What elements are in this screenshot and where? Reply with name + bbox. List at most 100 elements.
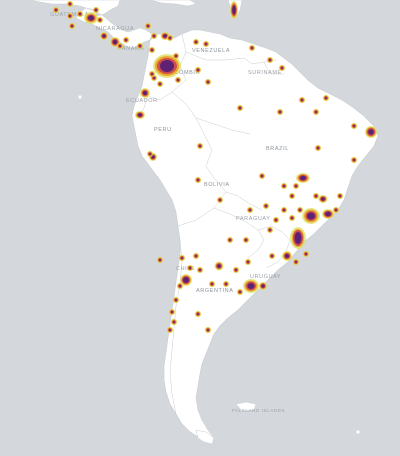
heat-point: [236, 104, 244, 112]
heat-cluster: [84, 12, 98, 24]
land-galapagos: [78, 95, 82, 99]
label-venezuela: VENEZUELA: [192, 48, 230, 54]
heat-cluster: [214, 261, 224, 271]
heat-cluster: [296, 173, 310, 183]
heat-point: [292, 182, 300, 190]
heat-point: [272, 216, 280, 224]
heat-point: [136, 42, 144, 50]
heat-cluster: [259, 282, 267, 290]
label-paraguay: PARAGUAY: [236, 216, 271, 222]
heat-point: [280, 182, 288, 190]
heat-point: [172, 52, 180, 60]
heat-point: [172, 296, 180, 304]
land-south-america: [131, 29, 379, 443]
land-caribbean-islands: [149, 0, 197, 7]
heat-point: [226, 236, 234, 244]
label-peru: PERU: [154, 127, 172, 133]
heatmap-layer: [52, 0, 377, 334]
heat-cluster: [153, 54, 181, 78]
label-colombia: COLOMBIA: [166, 70, 200, 76]
heat-point: [144, 22, 152, 30]
heat-point: [350, 122, 358, 130]
label-chile: CHILE: [176, 266, 195, 272]
heat-point: [194, 176, 202, 184]
label-uruguay: URUGUAY: [250, 274, 281, 280]
heat-point: [336, 192, 344, 200]
heat-point: [222, 280, 230, 288]
heat-point: [150, 32, 158, 40]
heat-cluster: [149, 153, 157, 161]
heat-cluster: [180, 274, 192, 286]
heat-point: [244, 258, 252, 266]
heat-cluster: [322, 209, 334, 219]
heat-point: [156, 256, 164, 264]
heat-point: [176, 282, 184, 290]
label-ecuador: ECUADOR: [126, 98, 158, 104]
heat-point: [262, 202, 270, 210]
label-bolivia: BOLIVIA: [204, 182, 230, 188]
land-tierra-del-fuego: [195, 429, 215, 445]
heat-cluster: [243, 279, 259, 293]
heat-cluster: [302, 208, 320, 224]
heat-point: [196, 266, 204, 274]
heat-point: [268, 252, 276, 260]
heat-point: [266, 56, 274, 64]
heat-point: [216, 196, 224, 204]
heat-point: [332, 206, 340, 214]
heat-point: [192, 252, 200, 260]
heat-point: [186, 264, 194, 272]
heat-point: [168, 308, 176, 316]
heat-point: [288, 214, 296, 222]
label-argentina: ARGENTINA: [196, 288, 234, 294]
heat-point: [302, 250, 310, 258]
heat-point: [202, 40, 210, 48]
heat-cluster: [230, 1, 238, 19]
heat-cluster: [290, 227, 306, 249]
heat-point: [278, 64, 286, 72]
heat-point: [258, 172, 266, 180]
label-panama: PANAMA: [118, 46, 144, 52]
heat-point: [314, 144, 322, 152]
label-brazil: BRAZIL: [266, 146, 289, 152]
heat-cluster: [282, 251, 292, 261]
heat-point: [166, 326, 174, 334]
heat-point: [146, 150, 154, 158]
heat-point: [148, 46, 156, 54]
heat-point: [322, 94, 330, 102]
heat-point: [280, 206, 288, 214]
heat-point: [292, 258, 300, 266]
heat-point: [52, 6, 60, 14]
heat-point: [174, 76, 182, 84]
heat-point: [312, 192, 320, 200]
label-nicaragua: NICARAGUA: [96, 26, 134, 32]
heat-cluster: [140, 88, 150, 98]
heat-point: [208, 280, 216, 288]
heat-point: [66, 0, 74, 8]
heat-point: [166, 34, 174, 42]
land-falklands: [235, 401, 257, 412]
heat-point: [242, 236, 250, 244]
heat-point: [96, 16, 104, 24]
heat-cluster: [135, 111, 145, 119]
heat-point: [312, 108, 320, 116]
heat-point: [192, 38, 200, 46]
heat-cluster: [318, 195, 328, 203]
heat-point: [288, 192, 296, 200]
heat-cluster: [365, 126, 377, 138]
heat-point: [236, 288, 244, 296]
heat-point: [194, 66, 202, 74]
heat-point: [196, 142, 204, 150]
heat-point: [296, 206, 304, 214]
heat-point: [170, 318, 178, 326]
heat-point: [92, 6, 100, 14]
label-falklands: FALKLAND ISLANDS: [232, 408, 285, 413]
heat-cluster: [100, 32, 108, 40]
heat-point: [122, 36, 130, 44]
heat-point: [178, 254, 186, 262]
heat-point: [68, 22, 76, 30]
heat-point: [248, 44, 256, 52]
heat-point: [298, 96, 306, 104]
land-south-georgia: [356, 430, 360, 434]
heat-point: [204, 326, 212, 334]
